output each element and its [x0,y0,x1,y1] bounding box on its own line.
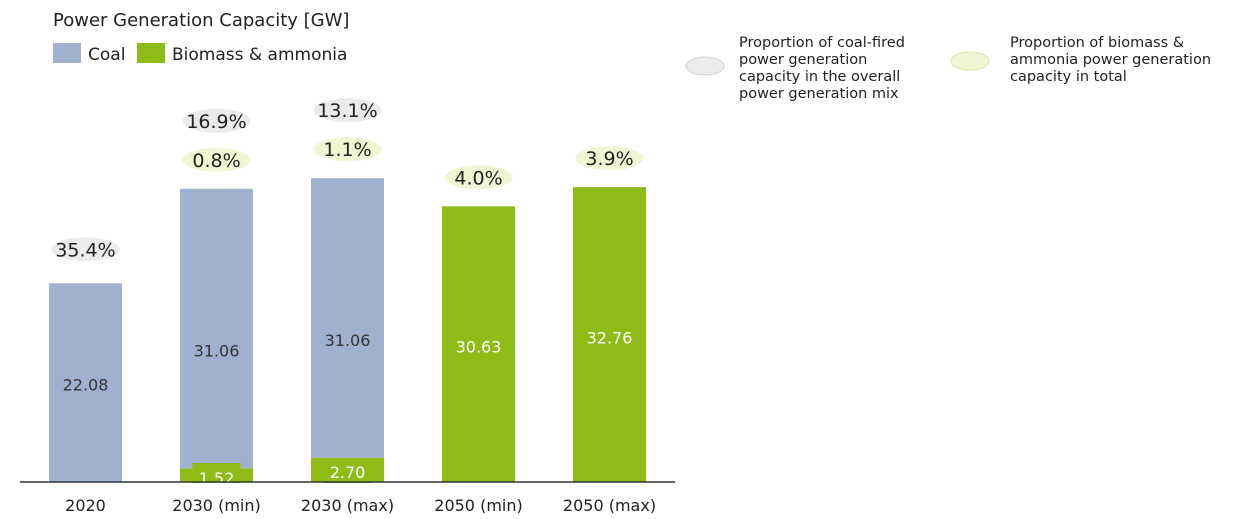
share-bubble-coal [313,98,382,123]
legend-note-biomass-line-3: capacity in total [1010,69,1127,85]
share-label-biomass: 3.9% [585,148,633,170]
share-label-coal: 16.9% [186,111,246,133]
share-bubble-biomass [444,165,513,190]
data-label-biomass: 32.76 [587,328,633,347]
share-bubble-biomass [575,146,644,171]
legend-note-coal-line-1: Proportion of coal-fired [739,35,905,51]
x-tick-label: 2020 [65,496,106,515]
share-bubble-biomass [182,147,251,172]
share-bubbles: 35.4% 0.8% 16.9% 1.1% 13.1% 4.0% 3.9% [51,98,644,262]
x-tick-label: 2050 (min) [434,496,522,515]
share-label-coal: 13.1% [317,100,377,122]
legend-note-biomass-line-2: ammonia power generation [1010,52,1211,68]
legend-note-biomass-line-1: Proportion of biomass & [1010,35,1184,51]
legend-swatch-coal [53,43,81,63]
chart-title: Power Generation Capacity [GW] [53,10,349,31]
legend-note-coal-line-3: capacity in the overall [739,69,900,85]
data-label-biomass: 30.63 [456,337,502,356]
share-label-biomass: 1.1% [323,139,371,161]
x-tick-label: 2050 (max) [563,496,656,515]
share-label-biomass: 0.8% [192,150,240,172]
legend-bubble-biomass [950,51,990,71]
data-label-bg-biomass [323,463,372,483]
bar-coal [311,178,384,458]
share-bubble-coal [182,108,251,133]
data-label-coal: 31.06 [325,331,371,350]
x-tick-label: 2030 (max) [301,496,394,515]
share-label-biomass: 4.0% [454,167,502,189]
data-label-biomass: 1.52 [199,469,235,488]
legend-swatch-biomass [137,43,165,63]
legend-note-coal-line-2: power generation [739,52,867,68]
data-label-coal: 31.06 [194,342,240,361]
bar-coal [180,188,253,469]
x-tick-label: 2030 (min) [172,496,260,515]
share-bubble-coal [51,237,120,262]
bar-coal [49,283,122,482]
share-label-coal: 35.4% [55,239,115,261]
legend-label-coal: Coal [88,45,125,65]
legend-label-biomass: Biomass & ammonia [172,45,347,65]
legend-note-coal-line-4: power generation mix [739,86,899,102]
x-tick-labels: 2020 2030 (min) 2030 (max) 2050 (min) 2050 (… [65,496,656,515]
data-label-biomass: 2.70 [330,463,366,482]
legend-bubble-coal [685,56,725,76]
share-bubble-biomass [313,137,382,162]
data-label-bg-biomass [192,463,241,483]
bars-layer: 22.08 31.06 1.52 31.06 2.70 30.63 32.76 [49,178,646,488]
data-label-coal: 22.08 [63,376,109,395]
bar-biomass [442,206,515,482]
bar-biomass [573,187,646,482]
